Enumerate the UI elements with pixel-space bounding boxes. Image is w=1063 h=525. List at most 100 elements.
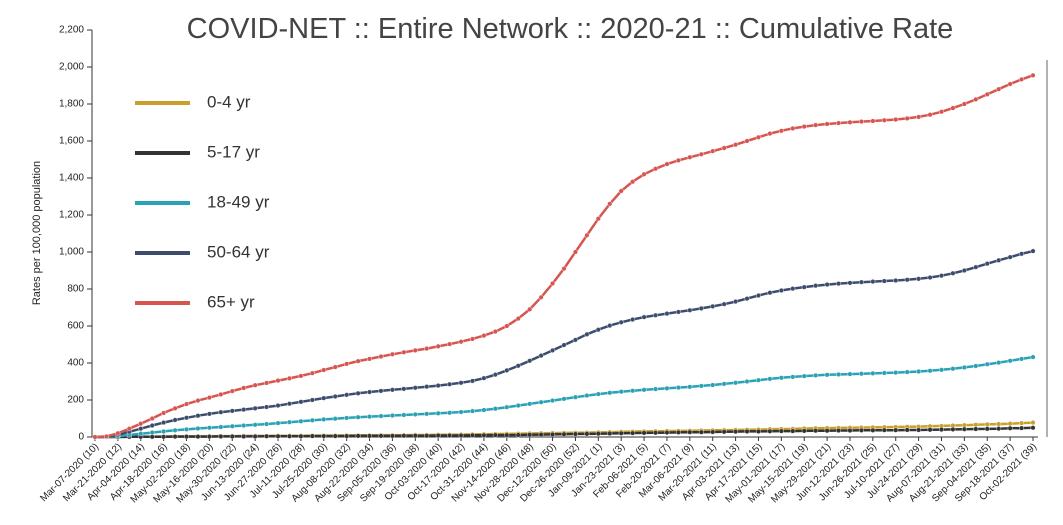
data-point bbox=[698, 383, 704, 389]
data-point bbox=[218, 424, 224, 430]
data-point bbox=[424, 411, 430, 417]
data-point bbox=[344, 433, 350, 439]
data-point bbox=[195, 425, 201, 431]
data-point bbox=[401, 386, 407, 392]
data-point bbox=[916, 114, 922, 120]
data-point bbox=[149, 430, 155, 436]
data-point bbox=[824, 121, 830, 127]
data-point bbox=[881, 117, 887, 123]
data-point bbox=[950, 270, 956, 276]
data-point bbox=[927, 368, 933, 374]
data-point bbox=[389, 433, 395, 439]
data-point bbox=[790, 374, 796, 380]
data-point bbox=[973, 422, 979, 428]
data-point bbox=[264, 404, 270, 410]
data-point bbox=[515, 363, 521, 369]
data-point bbox=[618, 430, 624, 436]
data-point bbox=[515, 432, 521, 438]
data-point bbox=[778, 375, 784, 381]
data-point bbox=[126, 426, 132, 432]
data-point bbox=[309, 433, 315, 439]
data-point bbox=[481, 432, 487, 438]
data-point bbox=[584, 431, 590, 437]
data-point bbox=[744, 428, 750, 434]
data-point bbox=[344, 361, 350, 367]
data-point bbox=[767, 376, 773, 382]
data-point bbox=[744, 296, 750, 302]
data-point bbox=[767, 290, 773, 296]
data-point bbox=[984, 421, 990, 427]
data-point bbox=[687, 429, 693, 435]
data-point bbox=[973, 264, 979, 270]
data-point bbox=[286, 375, 292, 381]
legend-label: 18-49 yr bbox=[207, 192, 270, 211]
data-point bbox=[893, 370, 899, 376]
data-point bbox=[653, 386, 659, 392]
data-point bbox=[229, 388, 235, 394]
data-point bbox=[275, 403, 281, 409]
data-point bbox=[469, 408, 475, 414]
data-point bbox=[435, 433, 441, 439]
data-point bbox=[996, 360, 1002, 366]
data-point bbox=[675, 309, 681, 315]
y-tick-label: 800 bbox=[67, 284, 84, 295]
data-point bbox=[1007, 425, 1013, 431]
data-point bbox=[424, 433, 430, 439]
data-point bbox=[813, 372, 819, 378]
data-point bbox=[916, 427, 922, 433]
data-point bbox=[744, 379, 750, 385]
data-point bbox=[836, 371, 842, 377]
data-point bbox=[984, 361, 990, 367]
data-point bbox=[332, 416, 338, 422]
data-point bbox=[881, 427, 887, 433]
data-point bbox=[252, 382, 258, 388]
data-point bbox=[961, 426, 967, 432]
data-point bbox=[927, 427, 933, 433]
y-tick-label: 0 bbox=[78, 432, 84, 443]
data-point bbox=[538, 294, 544, 300]
data-point bbox=[950, 426, 956, 432]
data-point bbox=[733, 380, 739, 386]
data-point bbox=[733, 429, 739, 435]
data-point bbox=[412, 385, 418, 391]
y-tick-label: 1,400 bbox=[59, 173, 84, 184]
data-point bbox=[1030, 248, 1036, 254]
data-point bbox=[138, 426, 144, 432]
data-point bbox=[355, 414, 361, 420]
data-point bbox=[572, 394, 578, 400]
data-point bbox=[847, 371, 853, 377]
data-point bbox=[184, 434, 190, 440]
data-point bbox=[458, 380, 464, 386]
data-point bbox=[332, 364, 338, 370]
data-point bbox=[241, 385, 247, 391]
data-point bbox=[138, 421, 144, 427]
data-point bbox=[367, 389, 373, 395]
data-point bbox=[801, 284, 807, 290]
data-point bbox=[755, 377, 761, 383]
data-point bbox=[206, 425, 212, 431]
data-point bbox=[698, 429, 704, 435]
y-tick-label: 2,000 bbox=[59, 62, 84, 73]
data-point bbox=[538, 353, 544, 359]
data-point bbox=[206, 434, 212, 440]
data-point bbox=[572, 337, 578, 343]
data-point bbox=[641, 314, 647, 320]
data-point bbox=[653, 312, 659, 318]
data-point bbox=[195, 413, 201, 419]
y-tick-label: 1,000 bbox=[59, 247, 84, 258]
data-point bbox=[630, 317, 636, 323]
data-point bbox=[847, 280, 853, 286]
data-point bbox=[813, 428, 819, 434]
data-point bbox=[1007, 81, 1013, 87]
data-point bbox=[950, 366, 956, 372]
data-point bbox=[355, 390, 361, 396]
data-point bbox=[755, 292, 761, 298]
data-point bbox=[149, 423, 155, 429]
data-point bbox=[961, 268, 967, 274]
data-point bbox=[687, 154, 693, 160]
data-point bbox=[916, 369, 922, 375]
data-point bbox=[664, 385, 670, 391]
data-point bbox=[984, 261, 990, 267]
data-point bbox=[984, 91, 990, 97]
